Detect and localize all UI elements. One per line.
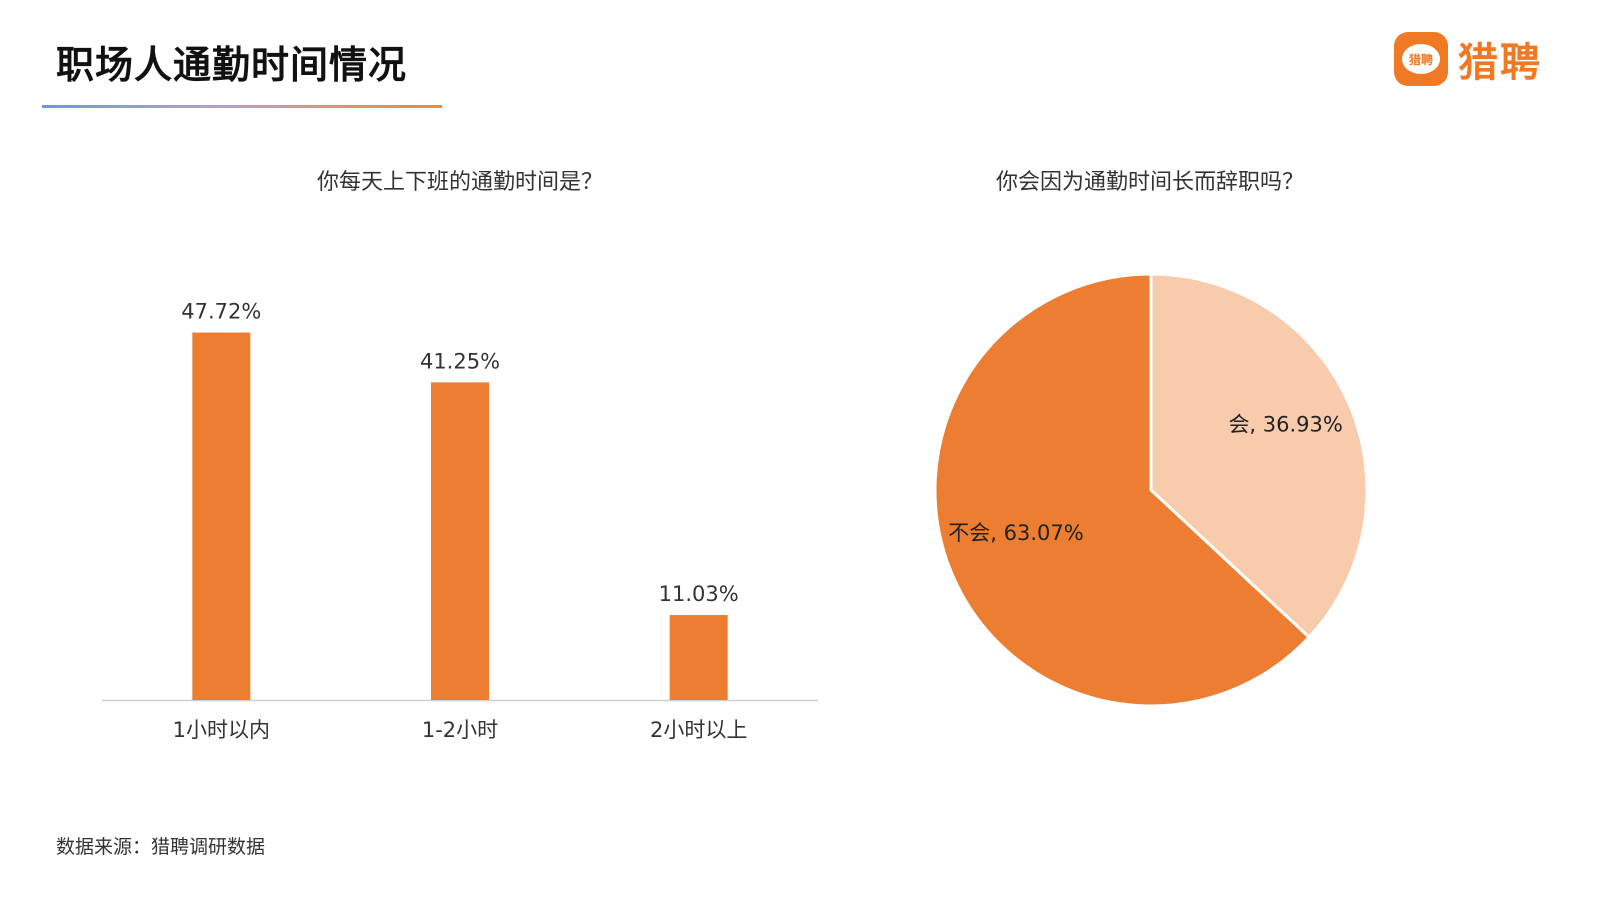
pie-slice xyxy=(1149,272,1369,640)
page-title: 职场人通勤时间情况 xyxy=(56,43,408,87)
pie-data-label: 不会, 63.07% xyxy=(948,521,1083,545)
bar-data-label: 11.03% xyxy=(659,582,739,606)
pie-chart-title: 你会因为通勤时间长而辞职吗？ xyxy=(995,170,1304,195)
pie-slice xyxy=(933,272,1312,708)
x-tick-label: 2小时以上 xyxy=(650,718,747,742)
bar xyxy=(669,615,728,700)
logo-text: 猎聘 xyxy=(1458,40,1542,86)
bar xyxy=(431,382,489,700)
bar-data-label: 47.72% xyxy=(181,300,261,324)
x-tick-label: 1-2小时 xyxy=(422,718,498,742)
bar xyxy=(192,332,251,700)
pie-data-label: 会, 36.93% xyxy=(1228,412,1342,436)
title-underline xyxy=(42,105,442,108)
bar-chart-title: 你每天上下班的通勤时间是？ xyxy=(316,170,603,195)
liepin-logo: 猎聘 猎聘 xyxy=(1394,30,1542,88)
logo-badge-icon: 猎聘 xyxy=(1394,32,1448,86)
source-note: 数据来源：猎聘调研数据 xyxy=(56,836,266,858)
x-tick-label: 1小时以内 xyxy=(173,718,270,742)
logo-badge-text: 猎聘 xyxy=(1402,44,1440,74)
bar-data-label: 41.25% xyxy=(420,349,500,373)
